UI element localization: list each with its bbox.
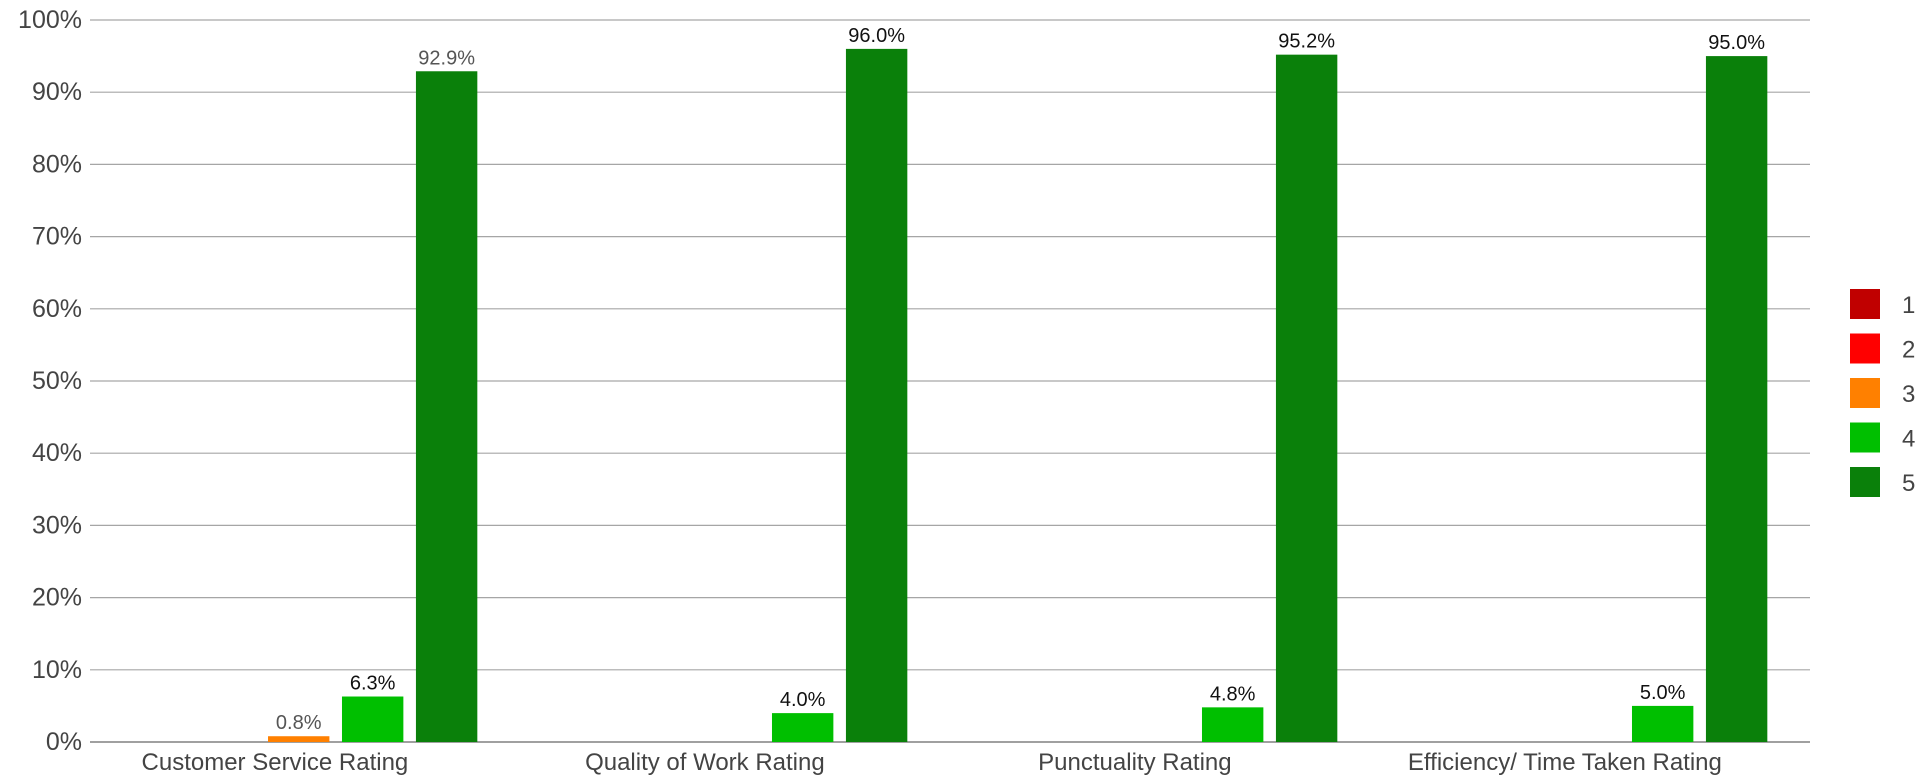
y-tick-label: 60% xyxy=(32,295,82,323)
data-label: 5.0% xyxy=(1640,682,1686,704)
bar-series-3 xyxy=(268,736,330,742)
legend-label: 3 xyxy=(1902,381,1915,408)
bar-series-4 xyxy=(1631,705,1694,742)
y-tick-label: 100% xyxy=(18,6,82,34)
bar-series-5 xyxy=(415,71,478,742)
legend-label: 1 xyxy=(1902,292,1915,319)
legend-label: 5 xyxy=(1902,470,1915,497)
data-label: 6.3% xyxy=(350,673,396,695)
data-label: 0.8% xyxy=(276,712,322,734)
y-axis: 0% 10% 20% 30% 40% 50% 60% 70% 80% 90% 100% xyxy=(18,6,82,756)
bar-series-4 xyxy=(1201,707,1264,742)
bar-series-4 xyxy=(771,713,834,742)
data-label: 92.9% xyxy=(418,47,475,69)
legend-swatch-5 xyxy=(1850,467,1880,497)
legend-swatch-2 xyxy=(1850,333,1880,364)
gridlines xyxy=(90,19,1810,743)
y-tick-label: 0% xyxy=(46,728,82,756)
y-tick-label: 70% xyxy=(32,223,82,251)
x-category-label: Quality of Work Rating xyxy=(585,749,825,776)
data-label: 4.8% xyxy=(1210,683,1256,705)
data-label: 96.0% xyxy=(848,25,905,47)
x-axis: Customer Service Rating Quality of Work R… xyxy=(142,749,1722,776)
x-category-label: Customer Service Rating xyxy=(142,749,409,776)
legend-swatch-4 xyxy=(1850,422,1880,453)
bars xyxy=(268,48,1768,743)
x-category-label: Efficiency/ Time Taken Rating xyxy=(1408,749,1722,776)
legend-swatch-3 xyxy=(1850,378,1880,408)
data-label: 95.2% xyxy=(1278,31,1335,53)
bar-series-5 xyxy=(1705,56,1768,743)
data-label: 4.0% xyxy=(780,689,826,711)
y-tick-label: 90% xyxy=(32,78,82,106)
data-label: 95.0% xyxy=(1708,32,1765,54)
y-tick-label: 50% xyxy=(32,367,82,395)
legend-label: 2 xyxy=(1902,337,1915,364)
bar-series-5 xyxy=(1275,54,1338,742)
y-tick-label: 80% xyxy=(32,150,82,178)
y-tick-label: 40% xyxy=(32,439,82,467)
x-category-label: Punctuality Rating xyxy=(1038,749,1231,776)
y-tick-label: 30% xyxy=(32,511,82,539)
legend-swatch-1 xyxy=(1850,289,1880,319)
legend: 1 2 3 4 5 xyxy=(1850,289,1915,497)
bar-series-4 xyxy=(341,696,404,742)
bar-series-5 xyxy=(845,48,908,742)
data-labels: 0.8% 6.3% 92.9% 4.0% 96.0% 4.8% 95.2% 5.0% 95.0% xyxy=(276,25,1765,734)
legend-label: 4 xyxy=(1902,426,1915,453)
y-tick-label: 10% xyxy=(32,656,82,684)
y-tick-label: 20% xyxy=(32,584,82,612)
